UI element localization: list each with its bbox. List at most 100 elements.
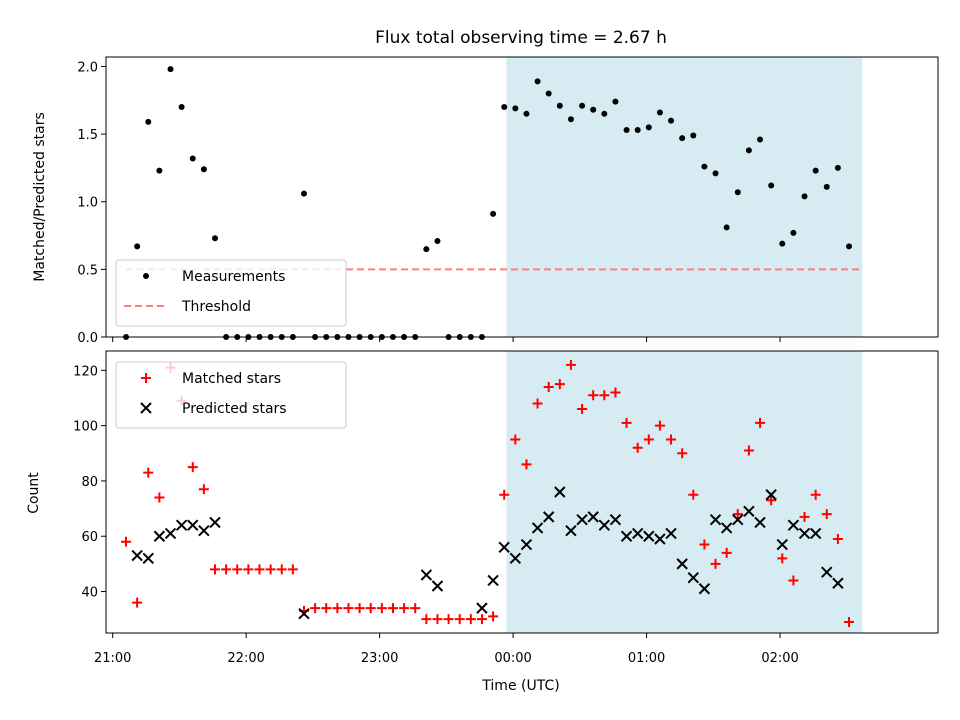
observing-time-band: [506, 351, 863, 633]
matched-star-point: [287, 564, 298, 575]
matched-star-point: [654, 420, 665, 431]
predicted-star-point: [431, 580, 444, 592]
measurement-point: [634, 127, 641, 134]
matched-star-point: [588, 390, 599, 401]
matched-star-point: [221, 564, 232, 575]
measurement-point: [601, 110, 608, 117]
matched-star-point: [399, 603, 410, 614]
measurement-point: [768, 182, 775, 189]
predicted-star-point: [565, 524, 577, 537]
matched-star-point: [410, 603, 421, 614]
matched-star-point: [565, 359, 576, 370]
matched-star-point: [343, 603, 354, 614]
predicted-star-point: [709, 513, 722, 526]
predicted-star-point: [787, 519, 800, 531]
predicted-star-point: [720, 522, 733, 534]
y-tick-label: 2.0: [77, 60, 98, 75]
matched-star-point: [121, 536, 132, 547]
measurement-point: [779, 240, 786, 247]
measurement-point: [134, 243, 141, 250]
x-tick-label: 00:00: [494, 651, 531, 666]
measurement-point: [690, 132, 697, 139]
legend-top: Measurements Threshold: [115, 259, 347, 327]
measurement-point: [701, 163, 708, 170]
x-axis-ticks-top: [112, 337, 781, 342]
measurement-point: [145, 118, 152, 125]
measurement-point: [645, 124, 652, 131]
legend-entry-label: Threshold: [181, 299, 251, 315]
x-tick-label: 01:00: [628, 651, 665, 666]
measurement-point: [846, 243, 853, 250]
observing-time-band: [506, 57, 863, 337]
matched-star-point: [677, 448, 688, 459]
matched-star-point: [454, 614, 465, 625]
y-tick-label: 100: [73, 420, 98, 435]
matched-star-point: [699, 539, 710, 550]
predicted-star-point: [776, 538, 788, 551]
matched-star-point: [743, 445, 754, 456]
predicted-star-point: [476, 602, 488, 614]
measurement-point: [167, 66, 174, 73]
predicted-star-point: [765, 489, 777, 501]
predicted-star-point: [142, 552, 154, 565]
matched-stars-series: [121, 359, 855, 627]
matched-star-point: [799, 511, 810, 522]
predicted-star-point: [687, 571, 700, 584]
matched-star-point: [376, 603, 387, 614]
predicted-star-point: [620, 530, 633, 542]
measurement-point: [623, 127, 630, 134]
matched-star-point: [788, 575, 799, 586]
measurement-point: [656, 109, 663, 116]
legend-marker-matched: [141, 373, 151, 383]
measurement-point: [590, 106, 597, 113]
predicted-star-point: [798, 527, 811, 540]
predicted-stars-series: [131, 486, 844, 620]
matched-star-point: [732, 509, 743, 520]
predicted-star-point: [665, 527, 677, 540]
predicted-star-point: [153, 530, 166, 542]
measurement-point: [734, 189, 741, 196]
matched-star-point: [554, 379, 565, 390]
measurement-point: [545, 90, 552, 97]
predicted-star-point: [131, 549, 143, 562]
measurement-point: [434, 237, 441, 244]
matched-star-point: [543, 381, 554, 392]
predicted-star-point: [531, 522, 544, 534]
matched-star-point: [577, 404, 588, 415]
measurement-point: [712, 170, 719, 177]
matched-star-point: [354, 603, 365, 614]
measurement-point: [189, 155, 196, 162]
legend-entry-label: Predicted stars: [182, 401, 287, 417]
matched-star-point: [332, 603, 343, 614]
predicted-star-point: [298, 607, 310, 620]
y-tick-label: 40: [81, 586, 98, 601]
matched-star-point: [132, 597, 143, 608]
matched-star-point: [710, 558, 721, 569]
x-tick-label: 21:00: [94, 651, 131, 666]
measurement-point: [834, 164, 841, 171]
measurement-point: [156, 167, 163, 174]
matched-star-point: [476, 614, 487, 625]
predicted-star-point: [698, 583, 711, 595]
x-tick-label: 22:00: [227, 651, 264, 666]
y-tick-label: 0.0: [77, 331, 98, 346]
y-axis-ticks-top: 0.0 0.5 1.0 1.5 2.0: [77, 60, 106, 346]
matched-star-point: [365, 603, 376, 614]
measurement-point: [423, 246, 430, 253]
predicted-star-point: [631, 527, 644, 540]
predicted-star-point: [498, 541, 510, 554]
matched-star-point: [276, 564, 287, 575]
measurement-point: [823, 183, 830, 190]
measurement-point: [212, 235, 219, 242]
predicted-star-point: [187, 519, 199, 531]
matched-star-point: [821, 509, 832, 520]
matched-star-point: [432, 614, 443, 625]
matched-star-point: [187, 462, 198, 473]
matched-star-point: [488, 611, 499, 622]
predicted-star-point: [420, 569, 433, 581]
matched-star-point: [766, 495, 777, 506]
matched-star-point: [610, 387, 621, 398]
matched-star-point: [621, 417, 632, 428]
y-tick-label: 1.5: [77, 128, 98, 143]
measurement-point: [745, 147, 752, 154]
